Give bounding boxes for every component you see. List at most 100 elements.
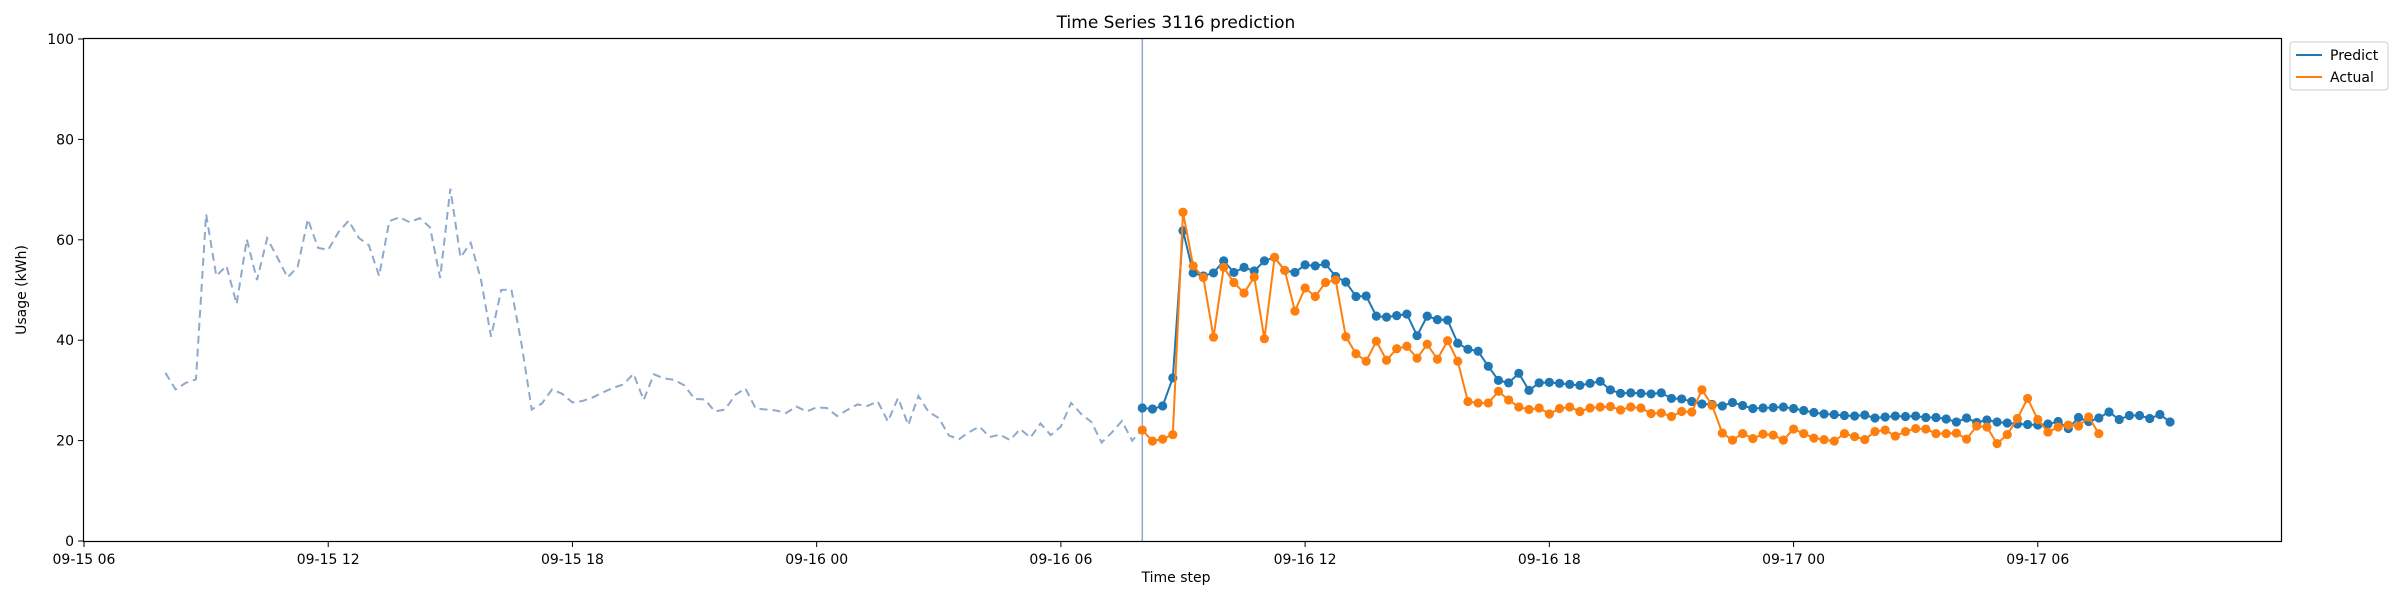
predict-point (1422, 311, 1432, 321)
predict-point (1412, 331, 1422, 341)
predict-point (1870, 413, 1880, 423)
predict-point (1931, 412, 1941, 423)
actual-point (1198, 272, 1208, 283)
actual-point (1768, 430, 1778, 440)
predict-point (1819, 409, 1829, 419)
actual-point (1269, 252, 1280, 262)
predict-point (2155, 409, 2165, 420)
actual-point (1992, 439, 2002, 449)
actual-point (1280, 265, 1290, 276)
predict-point (1605, 385, 1615, 395)
predict-point (1656, 388, 1666, 398)
predict-point (1504, 378, 1514, 388)
x-tick-label: 09-15 06 (53, 552, 116, 568)
actual-point (1463, 396, 1473, 407)
actual-point (1738, 428, 1748, 439)
actual-point (1799, 428, 1809, 439)
actual-point (1819, 434, 1829, 445)
actual-point (1361, 356, 1371, 366)
actual-point (1208, 332, 1219, 342)
predict-point (1941, 414, 1951, 424)
predict-point (1839, 410, 1850, 421)
predict-point (1911, 411, 1921, 421)
predict-point (1493, 375, 1504, 385)
actual-point (1951, 428, 1961, 438)
predict-point (1829, 409, 1839, 420)
predict-point (1575, 380, 1585, 390)
predict-point (1229, 267, 1239, 278)
actual-point (1677, 406, 1687, 417)
actual-point (1168, 429, 1178, 440)
actual-point (1473, 398, 1483, 408)
predict-point (2002, 418, 2012, 428)
actual-point (1188, 261, 1198, 271)
predict-point (1788, 403, 1799, 414)
y-tick-label: 80 (56, 132, 74, 148)
predict-point (1544, 377, 1554, 387)
y-axis-label: Usage (kWh) (14, 245, 30, 335)
actual-point (1544, 409, 1554, 419)
legend: Predict Actual (2289, 41, 2389, 91)
actual-point (1850, 431, 1860, 442)
actual-point (1656, 408, 1666, 418)
actual-point (1646, 408, 1656, 419)
predict-point (1585, 378, 1595, 388)
actual-point (1147, 436, 1158, 446)
actual-point (2023, 393, 2033, 404)
predict-point (1615, 388, 1626, 399)
actual-point (1514, 402, 1524, 412)
x-tick-label: 09-16 12 (1274, 552, 1337, 568)
predict-point (2124, 410, 2134, 421)
predict-point (1392, 311, 1402, 321)
predict-point (1310, 261, 1320, 271)
x-tick-label: 09-17 00 (1762, 552, 1825, 568)
predict-point (1809, 407, 1819, 418)
predict-point (1677, 394, 1687, 404)
actual-point (1615, 405, 1626, 415)
predict-point (1554, 378, 1565, 388)
predict-point (1371, 311, 1381, 321)
predict-point (1921, 412, 1931, 423)
actual-point (1870, 426, 1880, 437)
actual-point (2033, 414, 2043, 425)
actual-point (1310, 291, 1320, 302)
actual-point (1911, 423, 1921, 434)
actual-point (1432, 354, 1442, 364)
predict-point (1361, 291, 1371, 301)
actual-point (1504, 395, 1514, 405)
actual-point (1381, 355, 1392, 365)
actual-point (2094, 428, 2104, 439)
predict-point (2094, 413, 2104, 423)
actual-point (1483, 398, 1493, 408)
x-tick-label: 09-17 06 (2006, 552, 2069, 568)
actual-point (2002, 429, 2012, 440)
predict-point (1290, 267, 1300, 278)
actual-point (2084, 412, 2094, 422)
actual-point (1707, 400, 1717, 411)
predict-point (1341, 277, 1351, 287)
actual-point (1961, 434, 1972, 444)
y-tick-label: 100 (47, 32, 74, 48)
chart-title: Time Series 3116 prediction (1056, 13, 1296, 33)
predict-point (1666, 393, 1677, 404)
actual-point (1249, 272, 1259, 282)
predict-point (2023, 419, 2033, 430)
actual-point (1687, 407, 1697, 417)
predict-point (2165, 417, 2175, 427)
predict-point (1778, 402, 1788, 412)
actual-point (1931, 428, 1941, 439)
actual-point (1809, 433, 1819, 443)
actual-point (1941, 428, 1951, 439)
legend-actual-label: Actual (2330, 70, 2374, 86)
actual-point (1585, 403, 1595, 413)
actual-point (1890, 431, 1900, 441)
predict-point (1900, 411, 1911, 422)
actual-point (2012, 413, 2023, 424)
actual-point (1860, 434, 1870, 445)
predict-point (1768, 402, 1778, 413)
predict-point (2114, 414, 2124, 425)
predict-point (1442, 315, 1453, 325)
actual-point (1259, 334, 1270, 344)
y-tick-label: 0 (65, 534, 74, 550)
